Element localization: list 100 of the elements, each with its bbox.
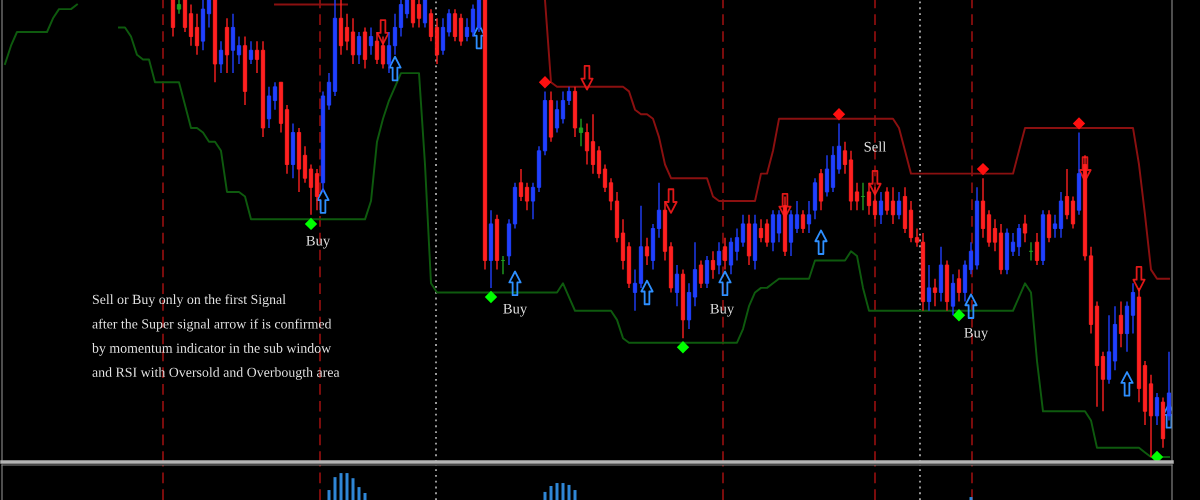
candlestick [734,227,740,262]
candlestick [1010,232,1016,257]
point [485,291,497,303]
candlestick [578,118,584,147]
candlestick [926,264,932,312]
candlestick [386,31,392,74]
candlestick [272,81,278,111]
candlestick [1130,282,1136,335]
candlestick [428,8,434,42]
annotation: Buy [503,303,528,317]
candlestick [452,8,458,42]
candlestick [1166,351,1172,422]
candlestick [560,90,566,125]
candlestick [740,214,746,248]
candlestick [206,0,212,29]
candlestick [776,209,782,243]
candlestick [446,8,452,38]
candlestick [656,182,662,239]
candlestick [854,182,860,211]
candlestick [584,122,590,166]
bar [543,491,547,500]
candlestick [884,186,890,216]
candlestick [410,0,416,29]
candlestick [1016,223,1022,257]
point [833,108,845,121]
candlestick [644,236,650,266]
bar [363,493,367,500]
candlestick [266,86,272,129]
candlestick [710,250,716,280]
bar [969,497,973,500]
candlestick [728,236,734,275]
candlestick [824,154,830,198]
candlestick [950,273,956,317]
candlestick [758,218,764,243]
candlestick [608,177,614,211]
candlestick [764,218,770,248]
bar [351,478,355,500]
candlestick [248,40,254,65]
annotation: Buy [964,327,989,341]
candlestick [404,0,410,19]
candlestick [194,13,200,56]
candlestick [590,113,596,175]
candlestick [596,145,602,179]
candlestick [914,227,920,248]
candlestick [794,200,800,234]
candlestick [416,0,422,29]
bar [333,477,337,500]
candlestick [722,236,728,271]
candlestick [1100,351,1106,412]
candlestick [992,218,998,253]
point [677,341,689,354]
candlestick [716,241,722,275]
bar [327,490,331,500]
bar [555,483,559,500]
candlestick [602,163,608,193]
candlestick [1154,392,1160,426]
candlestick [554,99,560,134]
candlestick [464,17,470,42]
annotation: Buy [306,235,331,249]
candlestick [530,182,536,221]
annotation: Buy [710,303,735,317]
candlestick [842,140,848,175]
candlestick [314,168,320,211]
candlestick [1118,300,1124,348]
candlestick [698,259,704,289]
candlestick [866,182,872,216]
annotation: Sell or Buy only on the first Signal after the Super signal arrow if is confirmed by momentum indicator in the sub window and RSI with Oversold and Overbougth area [92,294,340,380]
candlestick [218,40,224,74]
candlestick [326,72,332,111]
candlestick [806,200,812,234]
candlestick [1052,214,1058,239]
candlestick [518,168,524,202]
candlestick [374,31,380,65]
candlestick [380,35,386,70]
point [305,218,317,230]
candlestick [440,17,446,56]
bar [339,473,343,500]
candlestick [566,86,572,106]
candlestick [674,264,680,307]
candlestick [632,268,638,312]
candlestick [1070,195,1076,230]
candlestick [302,145,308,184]
candlestick [896,191,902,221]
point [1073,117,1085,130]
bar [357,487,361,500]
annotation: Sell [864,141,887,152]
candlestick [1064,168,1070,221]
candlestick [704,255,710,289]
candlestick [344,13,350,51]
candlestick [890,186,896,225]
point [539,76,551,89]
candlestick [1034,232,1040,266]
candlestick [308,163,314,216]
candlestick [524,182,530,211]
bar [561,483,565,500]
candlestick [392,13,398,56]
candlestick [932,278,938,307]
candlestick [1046,209,1052,243]
candlestick [956,268,962,303]
candlestick [968,241,974,275]
